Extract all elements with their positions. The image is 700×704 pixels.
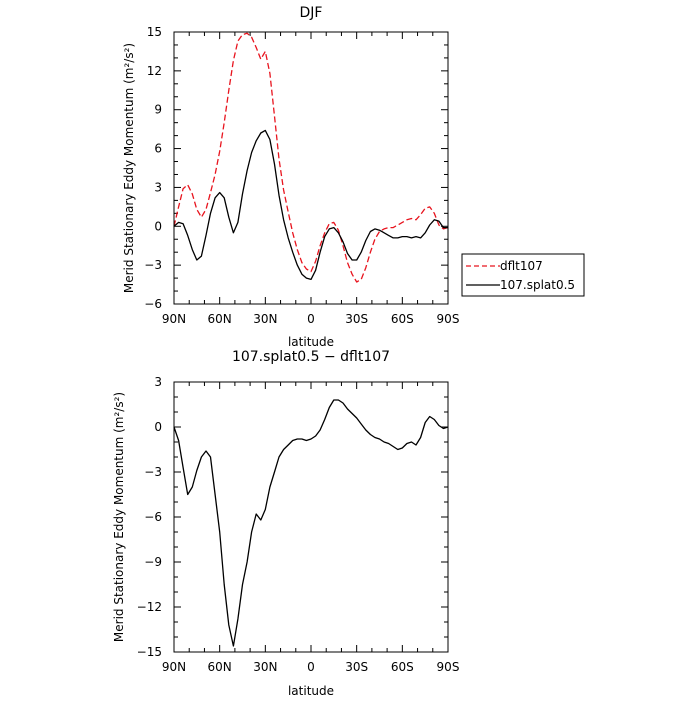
panel-top-xtick-label: 90S <box>437 312 460 326</box>
panel-bottom-xtick-label: 60S <box>391 660 414 674</box>
panel-bottom-ytick-label: −12 <box>137 600 162 614</box>
panel-bottom-xtick-label: 0 <box>307 660 315 674</box>
panel-top-xlabel: latitude <box>288 335 334 349</box>
panel-top-xtick-label: 90N <box>162 312 186 326</box>
panel-bottom-xtick-label: 30N <box>253 660 277 674</box>
panel-bottom-ytick-label: −9 <box>144 555 162 569</box>
panel-bottom-xlabel: latitude <box>288 684 334 698</box>
panel-bottom-ytick-label: 0 <box>154 420 162 434</box>
panel-top-xtick-label: 60N <box>208 312 232 326</box>
panel-top-xtick-label: 30N <box>253 312 277 326</box>
panel-top-series-107-splat0-5-line <box>173 129 448 281</box>
panel-bottom-ytick-label: 3 <box>154 375 162 389</box>
panel-top-ytick-label: −3 <box>144 258 162 272</box>
panel-bottom-xtick-label: 90S <box>437 660 460 674</box>
legend: dflt107 107.splat0.5 <box>461 253 585 297</box>
panel-top-ytick-label: 12 <box>147 64 162 78</box>
panel-top-title: DJF <box>300 5 323 21</box>
panel-top-ytick-label: 3 <box>154 180 162 194</box>
panel-top-frame <box>173 31 449 305</box>
panel-top-xtick-label: 0 <box>307 312 315 326</box>
panel-top-ticklabels: 90N 60N 30N 0 30S 60S 90S −6 −3 0 3 6 9 12 15 <box>144 25 459 326</box>
panel-top-series-dflt107-line <box>173 32 449 283</box>
panel-bottom-frame <box>173 381 449 653</box>
panel-bottom-series <box>173 399 449 647</box>
panel-top-series <box>173 32 449 283</box>
panel-bottom-ytick-label: −3 <box>144 465 162 479</box>
panel-bottom-xtick-label: 60N <box>208 660 232 674</box>
panel-bottom-series-difference-line <box>173 399 449 647</box>
panel-bottom-xtick-label: 90N <box>162 660 186 674</box>
legend-label-splat: 107.splat0.5 <box>500 278 575 292</box>
panel-top-ytick-label: 15 <box>147 25 162 39</box>
panel-top: DJF Merid Stationary Eddy Momentum (m²/s… <box>122 5 459 349</box>
panel-bottom-ytick-label: −15 <box>137 645 162 659</box>
panel-top-ticks <box>173 31 449 305</box>
panel-bottom-ylabel: Merid Stationary Eddy Momentum (m²/s²) <box>112 392 126 642</box>
panel-top-ytick-label: 0 <box>154 219 162 233</box>
panel-top-ytick-label: −6 <box>144 297 162 311</box>
panel-top-xtick-label: 30S <box>345 312 368 326</box>
panel-top-ytick-label: 9 <box>154 103 162 117</box>
legend-label-dflt107: dflt107 <box>500 259 543 273</box>
panel-bottom-ticks <box>173 381 449 653</box>
panel-top-ytick-label: 6 <box>154 142 162 156</box>
panel-bottom-ticklabels: 90N 60N 30N 0 30S 60S 90S −15 −12 −9 −6 −3 0 3 <box>137 375 460 674</box>
panel-bottom: 107.splat0.5 − dflt107 Merid Stationary … <box>112 349 459 698</box>
legend-box <box>461 253 585 297</box>
panel-bottom-title: 107.splat0.5 − dflt107 <box>232 349 390 365</box>
panel-bottom-xtick-label: 30S <box>345 660 368 674</box>
panel-top-xtick-label: 60S <box>391 312 414 326</box>
panel-bottom-ytick-label: −6 <box>144 510 162 524</box>
panel-top-ylabel: Merid Stationary Eddy Momentum (m²/s²) <box>122 43 136 293</box>
